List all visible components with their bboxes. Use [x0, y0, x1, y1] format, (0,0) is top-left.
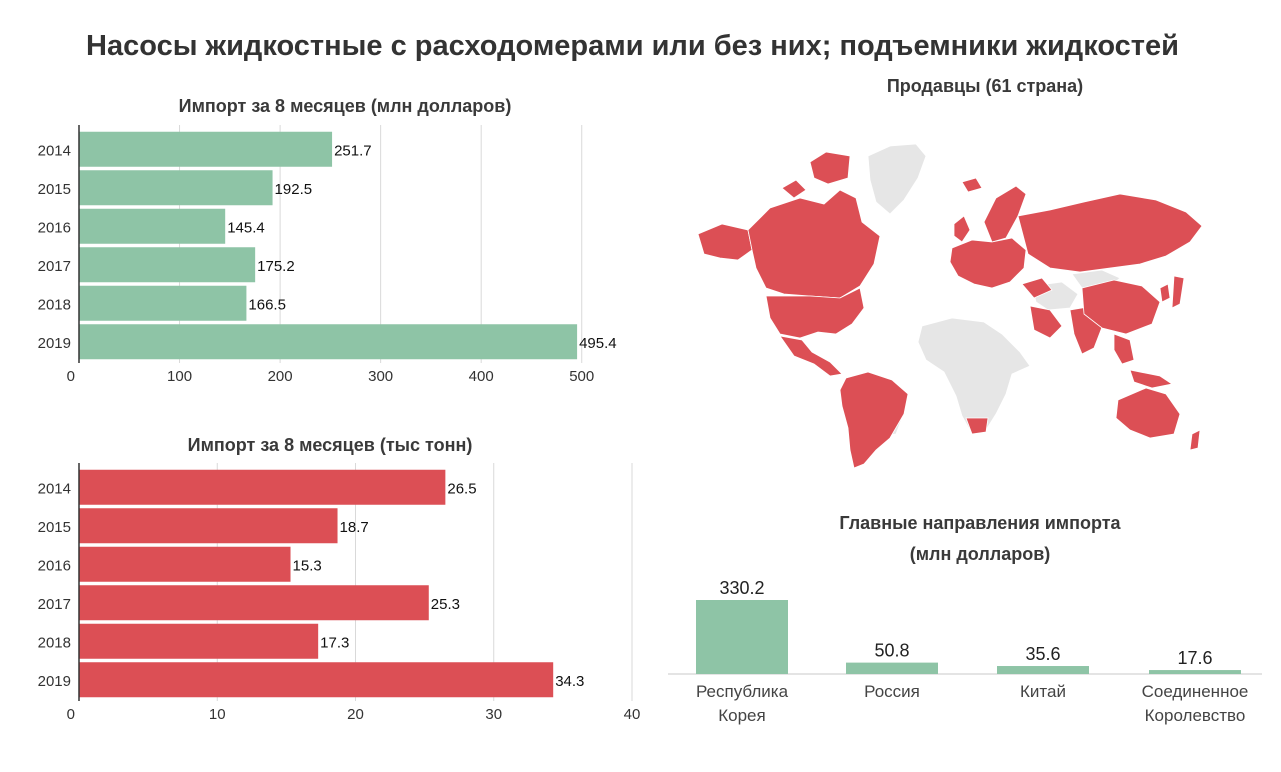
value-chart-data-label: 166.5 [248, 296, 286, 313]
destinations-category-label: Корея [718, 706, 765, 725]
volume-chart-data-label: 17.3 [320, 634, 349, 651]
volume-chart-data-label: 15.3 [293, 557, 322, 574]
volume-chart-bar [79, 546, 291, 582]
volume-chart-category-label: 2018 [38, 634, 71, 651]
volume-chart-bar [79, 662, 554, 698]
value-chart-bar [79, 170, 273, 206]
volume-chart-category-label: 2016 [38, 557, 71, 574]
volume-chart-tick-label: 0 [67, 706, 75, 723]
value-chart-tick-label: 100 [167, 368, 192, 385]
value-chart-data-label: 175.2 [257, 258, 295, 275]
import-value-bar-chart: 251.7 2014 192.5 2015 145.4 2016 175.2 2017 166.… [38, 125, 617, 385]
import-volume-bar-chart: 26.5 2014 18.7 2015 15.3 2016 25.3 2017 17.3 2018… [38, 463, 641, 723]
destinations-category-label: Россия [864, 682, 920, 701]
destinations-bar-chart: 330.2 Республика Корея 50.8 Россия 35.6 Китай 1… [668, 578, 1262, 725]
value-chart-category-label: 2016 [38, 219, 71, 236]
chart-title-import-value: Импорт за 8 месяцев (млн долларов) [178, 96, 512, 116]
value-chart-category-label: 2017 [38, 258, 71, 275]
value-chart-bar [79, 131, 333, 167]
map-land-sellers [697, 151, 1203, 469]
volume-chart-category-label: 2017 [38, 596, 71, 613]
value-chart-data-label: 495.4 [579, 335, 617, 352]
value-chart-data-label: 251.7 [334, 142, 372, 159]
value-chart-tick-label: 200 [268, 368, 293, 385]
destinations-bar [997, 666, 1089, 674]
volume-chart-bar [79, 508, 338, 544]
value-chart-category-label: 2014 [38, 142, 71, 159]
destinations-bar [1149, 670, 1241, 674]
value-chart-tick-label: 0 [67, 368, 75, 385]
value-chart-tick-label: 400 [469, 368, 494, 385]
map-title: Продавцы (61 страна) [886, 76, 1084, 96]
volume-chart-bar [79, 469, 446, 505]
value-chart-bar [79, 247, 256, 283]
chart-title-destinations-line-1: Главные направления импорта [839, 513, 1121, 533]
chart-title-destinations-line-2: (млн долларов) [909, 544, 1051, 564]
value-chart-tick-label: 500 [569, 368, 594, 385]
page-title: Насосы жидкостные с расходомерами или бе… [86, 30, 1179, 62]
volume-chart-tick-label: 20 [347, 706, 364, 723]
volume-chart-tick-label: 40 [624, 706, 641, 723]
chart-title-import-volume: Импорт за 8 месяцев (тыс тонн) [187, 435, 473, 455]
volume-chart-tick-label: 10 [209, 706, 226, 723]
destinations-data-label: 50.8 [874, 641, 909, 661]
volume-chart-data-label: 18.7 [340, 519, 369, 536]
destinations-data-label: 330.2 [719, 578, 764, 598]
destinations-category-label: Китай [1020, 682, 1066, 701]
destinations-category-label: Королевство [1145, 706, 1246, 725]
volume-chart-bar [79, 623, 319, 659]
destinations-data-label: 35.6 [1025, 644, 1060, 664]
sellers-world-map [697, 143, 1203, 469]
value-chart-tick-label: 300 [368, 368, 393, 385]
volume-chart-data-label: 26.5 [447, 480, 476, 497]
value-chart-bar [79, 285, 247, 321]
volume-chart-bar [79, 585, 429, 621]
value-chart-category-label: 2018 [38, 296, 71, 313]
volume-chart-data-label: 34.3 [555, 673, 584, 690]
destinations-category-label: Республика [696, 682, 789, 701]
value-chart-category-label: 2015 [38, 181, 71, 198]
value-chart-category-label: 2019 [38, 335, 71, 352]
destinations-bar [846, 662, 938, 674]
value-chart-data-label: 192.5 [275, 181, 313, 198]
destinations-category-label: Соединенное [1142, 682, 1249, 701]
value-chart-bar [79, 208, 226, 244]
volume-chart-tick-label: 30 [485, 706, 502, 723]
volume-chart-data-label: 25.3 [431, 596, 460, 613]
value-chart-bar [79, 324, 578, 360]
volume-chart-category-label: 2015 [38, 519, 71, 536]
volume-chart-category-label: 2014 [38, 480, 71, 497]
value-chart-data-label: 145.4 [227, 219, 265, 236]
destinations-data-label: 17.6 [1177, 648, 1212, 668]
volume-chart-category-label: 2019 [38, 673, 71, 690]
chart-title-destinations: Главные направления импорта (млн долларо… [700, 508, 1260, 570]
destinations-bar [696, 600, 788, 674]
